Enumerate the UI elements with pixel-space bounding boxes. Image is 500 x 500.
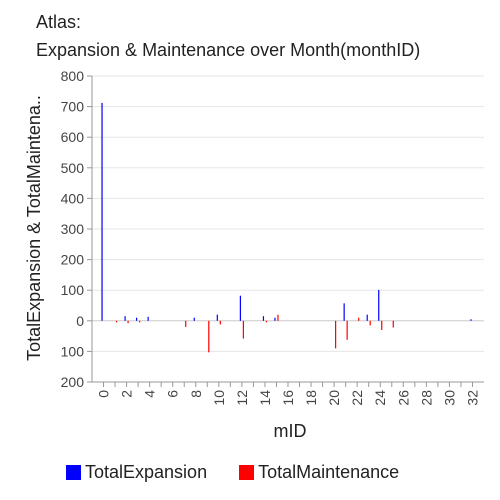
y-tick-label: 100 <box>61 343 85 359</box>
x-tick-label: 18 <box>303 390 319 406</box>
x-tick-label: 26 <box>395 390 411 406</box>
y-tick-label: 500 <box>61 160 85 176</box>
y-tick-label: 0 <box>76 313 84 329</box>
y-tick-label: 300 <box>61 221 85 237</box>
x-axis-title: mID <box>274 421 307 441</box>
legend-swatch-expansion <box>66 465 81 480</box>
x-tick-label: 14 <box>257 390 273 406</box>
legend-item-expansion[interactable]: TotalExpansion <box>66 462 207 483</box>
legend-label-expansion: TotalExpansion <box>85 462 208 482</box>
y-tick-label: 600 <box>61 129 85 145</box>
legend-item-maintenance[interactable]: TotalMaintenance <box>239 462 399 483</box>
y-axis-title: TotalExpansion & TotalMaintena.. <box>24 95 44 361</box>
x-tick-label: 24 <box>372 390 388 406</box>
y-tick-label: 800 <box>61 68 85 84</box>
x-tick-label: 28 <box>418 390 434 406</box>
x-tick-label: 22 <box>349 390 365 406</box>
chart-title: Expansion & Maintenance over Month(month… <box>36 40 421 60</box>
chart-header: Atlas: Expansion & Maintenance over Mont… <box>36 8 420 64</box>
x-tick-label: 0 <box>96 390 112 398</box>
x-tick-label: 8 <box>188 390 204 398</box>
x-tick-label: 12 <box>234 390 250 406</box>
y-tick-label: 200 <box>61 252 85 268</box>
y-tick-label: 700 <box>61 99 85 115</box>
y-tick-label: 100 <box>61 282 85 298</box>
x-tick-label: 30 <box>441 390 457 406</box>
y-tick-label: 400 <box>61 190 85 206</box>
x-tick-label: 20 <box>326 390 342 406</box>
x-tick-label: 2 <box>119 390 135 398</box>
legend-label-maintenance: TotalMaintenance <box>258 462 400 482</box>
x-tick-label: 10 <box>211 390 227 406</box>
x-tick-label: 16 <box>280 390 296 406</box>
y-tick-label: 200 <box>61 374 85 390</box>
x-tick-label: 4 <box>142 390 158 398</box>
chart-bars <box>101 102 472 353</box>
x-tick-label: 6 <box>165 390 181 398</box>
app-label: Atlas: <box>36 12 82 32</box>
chart-legend: TotalExpansion TotalMaintenance <box>66 462 399 483</box>
x-tick-label: 32 <box>464 390 480 406</box>
legend-swatch-maintenance <box>239 465 255 480</box>
